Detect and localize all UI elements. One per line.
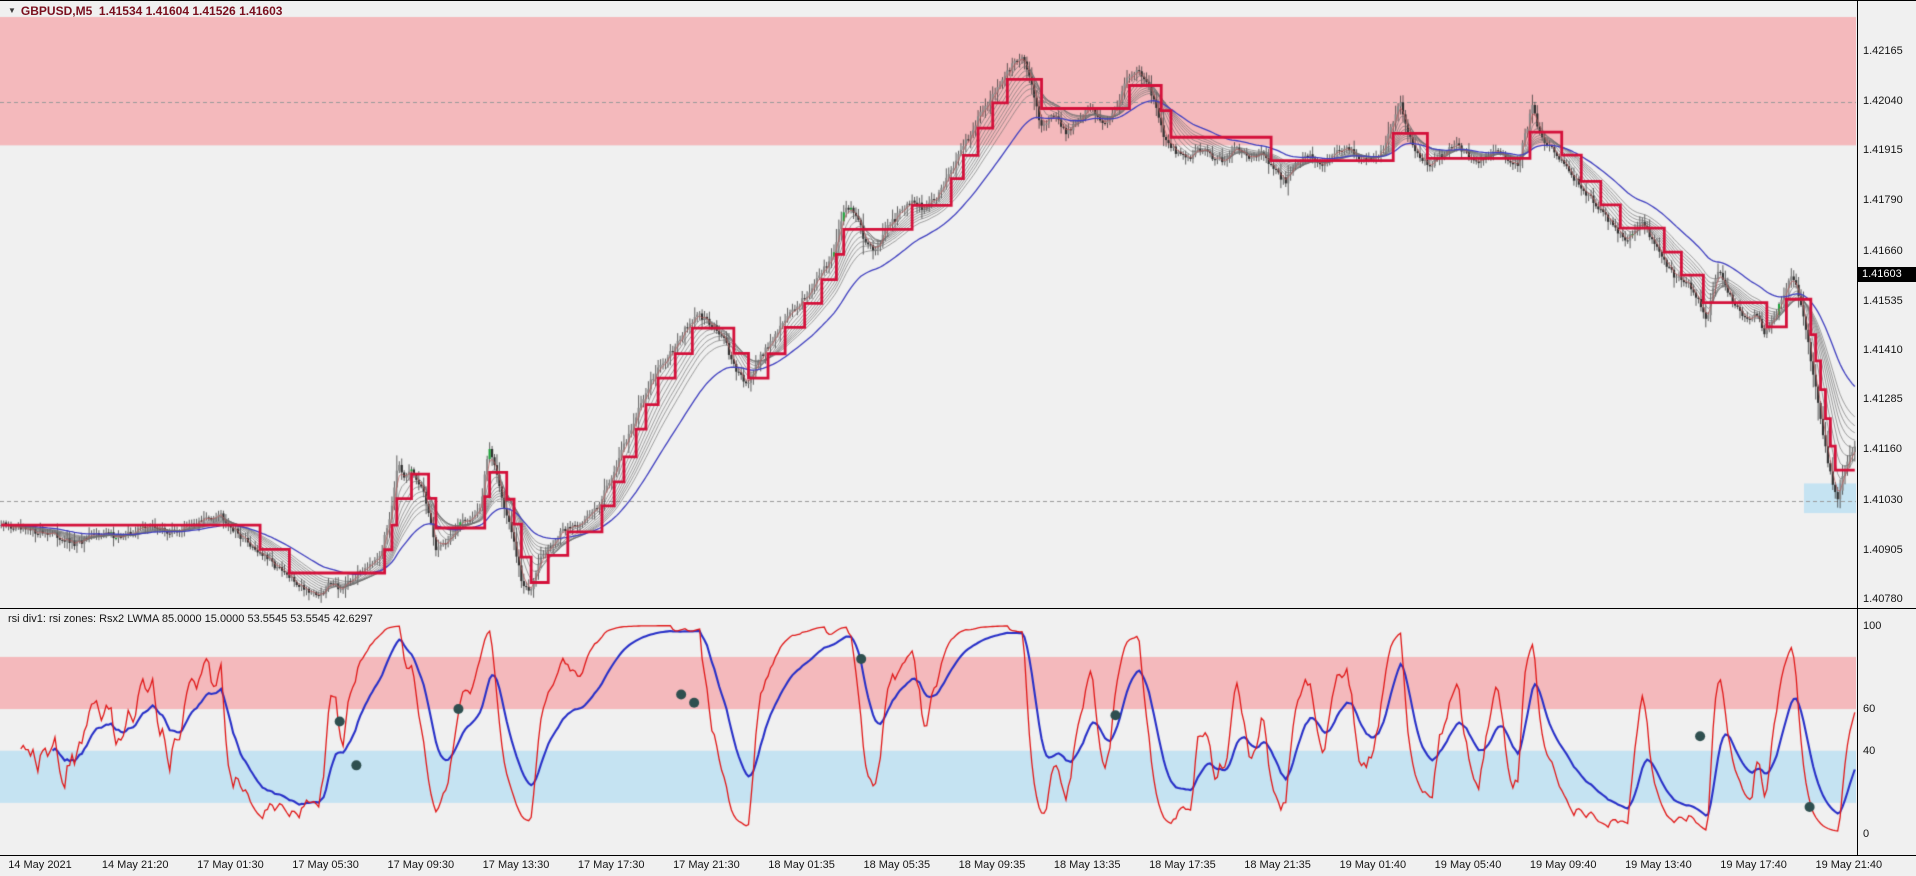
time-axis-label: 14 May 21:20 [101, 859, 169, 871]
price-axis-label: 1.41790 [1863, 193, 1903, 206]
price-axis-label: 1.41285 [1863, 393, 1903, 406]
time-axis-label: 17 May 09:30 [387, 859, 455, 871]
rsi-indicator-canvas[interactable] [0, 609, 1856, 855]
axis-separator [0, 855, 1916, 856]
symbol-ohlc-text: GBPUSD,M5 1.41534 1.41604 1.41526 1.4160… [20, 4, 283, 18]
time-axis-label: 17 May 05:30 [292, 859, 359, 871]
indicator-axis-label: 100 [1863, 619, 1882, 632]
top-border [0, 0, 1916, 1]
time-axis-label: 18 May 13:35 [1053, 859, 1121, 871]
time-axis-label: 19 May 09:40 [1529, 859, 1597, 871]
panel-separator[interactable] [0, 608, 1916, 609]
indicator-label: rsi div1: rsi zones: Rsx2 LWMA 85.0000 1… [8, 613, 373, 625]
time-axis-label: 17 May 17:30 [577, 859, 645, 871]
time-axis-label: 14 May 2021 [8, 859, 72, 871]
time-axis-label: 19 May 05:40 [1434, 859, 1502, 871]
time-axis-label: 17 May 01:30 [197, 859, 264, 871]
main-price-chart-canvas[interactable] [0, 1, 1856, 608]
indicator-axis-label: 40 [1863, 744, 1876, 757]
time-axis-label: 18 May 09:35 [958, 859, 1026, 871]
time-axis-label: 17 May 13:30 [482, 859, 550, 871]
time-axis-label: 19 May 01:40 [1339, 859, 1407, 871]
chart-title: ▼ GBPUSD,M5 1.41534 1.41604 1.41526 1.416… [8, 4, 282, 18]
price-axis-label: 1.41660 [1863, 245, 1903, 258]
price-axis-label: 1.42165 [1863, 45, 1903, 58]
time-axis-label: 17 May 21:30 [673, 859, 740, 871]
price-axis-label: 1.40780 [1863, 593, 1903, 606]
time-axis-label: 18 May 17:35 [1149, 859, 1216, 871]
time-axis-label: 18 May 01:35 [768, 859, 835, 871]
price-axis-label: 1.41410 [1863, 343, 1903, 356]
time-axis-label: 19 May 17:40 [1720, 859, 1787, 871]
time-axis[interactable]: 14 May 2021 14 May 21:20 17 May 01:30 17 Ma… [0, 856, 1916, 876]
chart-dropdown-icon[interactable]: ▼ [8, 6, 16, 15]
indicator-axis-label: 60 [1863, 703, 1876, 716]
price-axis-label: 1.42040 [1863, 94, 1903, 107]
price-axis-label: 1.41535 [1863, 294, 1903, 307]
indicator-axis-label: 0 [1863, 828, 1870, 841]
price-scale[interactable]: 1.41603 1.42165 1.42040 1.41915 1.41790 1.41… [1858, 0, 1916, 855]
time-axis-label: 19 May 21:40 [1815, 859, 1883, 871]
time-axis-label: 18 May 21:35 [1244, 859, 1311, 871]
time-axis-label: 18 May 05:35 [863, 859, 931, 871]
price-axis-label: 1.41160 [1863, 442, 1902, 455]
price-scale-separator [1857, 0, 1858, 855]
price-axis-label: 1.41915 [1863, 144, 1903, 157]
price-axis-label: 1.41030 [1863, 494, 1903, 507]
price-axis-label: 1.40905 [1863, 543, 1903, 556]
time-axis-label: 19 May 13:40 [1625, 859, 1692, 871]
current-price-tag: 1.41603 [1858, 266, 1916, 282]
